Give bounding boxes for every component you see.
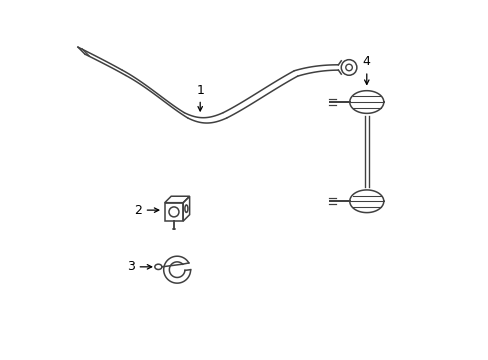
Text: 4: 4 bbox=[362, 55, 370, 84]
Text: 3: 3 bbox=[126, 260, 151, 273]
Text: 1: 1 bbox=[196, 84, 203, 111]
Text: 2: 2 bbox=[134, 204, 159, 217]
